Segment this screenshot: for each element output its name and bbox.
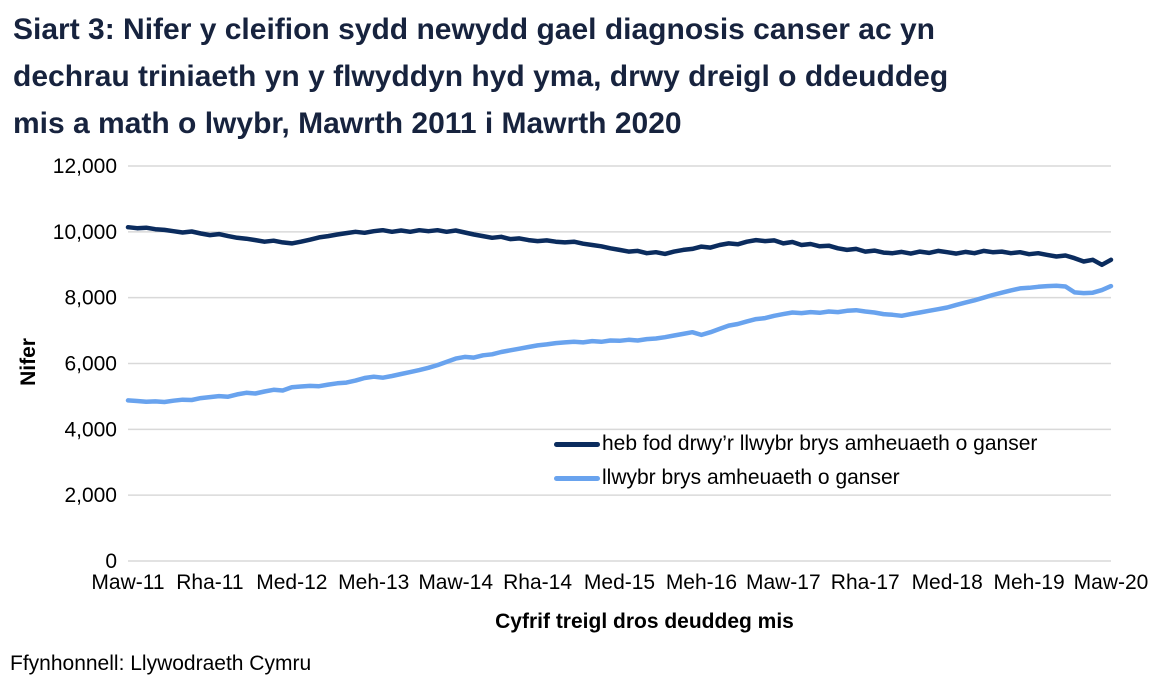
legend-label-navy-series: heb fod drwy’r llwybr brys amheuaeth o g… [602,432,1038,455]
x-axis-title: Cyfrif treigl dros deuddeg mis [495,610,794,633]
chart-title-line-1: Siart 3: Nifer y cleifion sydd newydd ga… [13,13,935,46]
chart-title-line-3: mis a math o lwybr, Mawrth 2011 i Mawrth… [13,107,682,140]
chart-legend: heb fod drwy’r llwybr brys amheuaeth o g… [554,427,1037,495]
y-tick-label: 0 [105,550,117,573]
y-axis-title: Nifer [17,338,40,386]
y-tick-label: 6,000 [64,353,117,376]
y-tick-label: 10,000 [53,221,117,244]
source-note: Ffynhonnell: Llywodraeth Cymru [10,652,312,675]
legend-row-navy-series: heb fod drwy’r llwybr brys amheuaeth o g… [554,427,1037,461]
series-line-llwybr-brys [125,283,1114,405]
light-blue-line-swatch-icon [554,475,600,481]
x-tick-label: Rha-14 [503,571,572,594]
x-tick-label: Med-15 [584,571,655,594]
y-tick-label: 12,000 [53,155,117,178]
x-tick-label: Maw-20 [1074,571,1149,594]
chart-title: Siart 3: Nifer y cleifion sydd newydd ga… [13,6,1153,147]
x-tick-label: Rha-11 [176,571,243,594]
x-tick-label: Meh-19 [993,571,1064,594]
x-tick-label: Meh-16 [666,571,737,594]
navy-line-swatch-icon [554,441,600,447]
x-tick-label: Med-18 [912,571,983,594]
legend-label-light-blue-series: llwybr brys amheuaeth o ganser [602,466,900,489]
x-tick-label: Rha-17 [831,571,900,594]
y-tick-label: 2,000 [64,484,117,507]
y-tick-label: 8,000 [64,287,117,310]
chart-title-line-2: dechrau triniaeth yn y flwyddyn hyd yma,… [13,60,949,93]
y-tick-label: 4,000 [64,418,117,441]
x-tick-label: Med-12 [256,571,327,594]
x-tick-label: Maw-11 [91,571,164,594]
x-tick-label: Maw-14 [418,571,493,594]
series-line-heb-fod-drwy-llwybr-brys [125,224,1114,268]
legend-row-light-blue-series: llwybr brys amheuaeth o ganser [554,461,1037,495]
x-tick-label: Maw-17 [746,571,821,594]
x-tick-label: Meh-13 [338,571,409,594]
